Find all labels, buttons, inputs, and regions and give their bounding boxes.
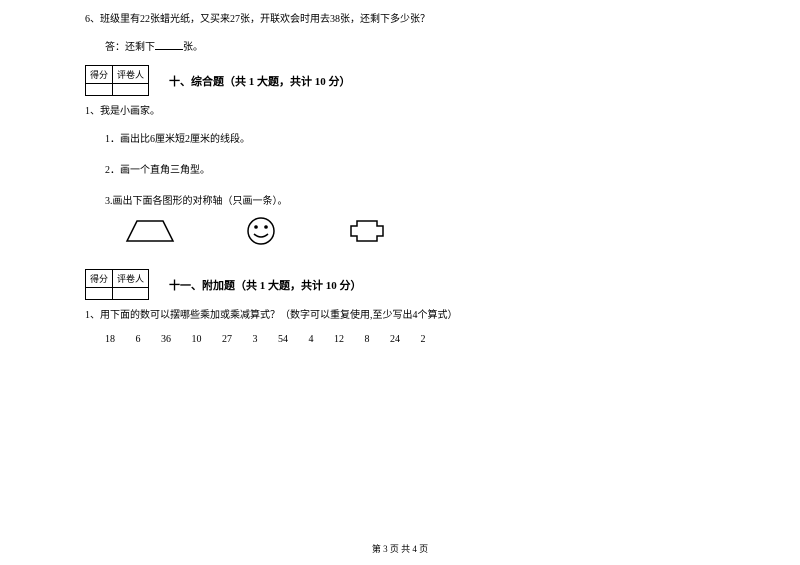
trapezoid-icon	[125, 217, 175, 245]
question-6-text: 6、班级里有22张蜡光纸，又买来27张，开联欢会时用去38张，还剩下多少张？	[85, 14, 430, 25]
score-box-10: 得分 评卷人	[85, 65, 149, 96]
grader-cell	[113, 84, 149, 96]
painter-sub1: 1．画出比6厘米短2厘米的线段。	[105, 130, 715, 145]
answer-suffix: 张。	[183, 42, 203, 53]
numbers-row: 18 6 36 10 27 3 54 4 12 8 24 2	[105, 334, 715, 345]
section-11-header: 得分 评卷人 十一、附加题（共 1 大题，共计 10 分）	[85, 269, 715, 300]
shapes-row	[125, 215, 715, 247]
num: 4	[309, 334, 314, 345]
painter-sub3: 3.画出下面各图形的对称轴（只画一条）。	[105, 192, 715, 207]
num: 12	[334, 334, 344, 345]
grader-cell	[113, 288, 149, 300]
num: 2	[421, 334, 426, 345]
smiley-icon	[245, 215, 277, 247]
grader-label: 评卷人	[113, 270, 149, 288]
score-box-11: 得分 评卷人	[85, 269, 149, 300]
answer-blank	[155, 40, 183, 50]
section-11-title: 十一、附加题（共 1 大题，共计 10 分）	[169, 277, 362, 293]
painter-sub2: 2．画一个直角三角型。	[105, 161, 715, 176]
num: 18	[105, 334, 115, 345]
num: 27	[222, 334, 232, 345]
section-10-title: 十、综合题（共 1 大题，共计 10 分）	[169, 73, 351, 89]
num: 24	[390, 334, 400, 345]
question-6: 6、班级里有22张蜡光纸，又买来27张，开联欢会时用去38张，还剩下多少张？	[85, 12, 715, 28]
score-label: 得分	[86, 270, 113, 288]
num: 8	[365, 334, 370, 345]
num: 10	[192, 334, 202, 345]
section-10-header: 得分 评卷人 十、综合题（共 1 大题，共计 10 分）	[85, 65, 715, 96]
cross-shape-icon	[347, 215, 387, 247]
score-cell	[86, 288, 113, 300]
page-footer: 第 3 页 共 4 页	[0, 542, 800, 555]
num: 3	[253, 334, 258, 345]
num: 36	[161, 334, 171, 345]
score-cell	[86, 84, 113, 96]
num: 54	[278, 334, 288, 345]
num: 6	[136, 334, 141, 345]
answer-prefix: 答：还剩下	[105, 42, 155, 53]
grader-label: 评卷人	[113, 66, 149, 84]
question-6-answer: 答：还剩下 张。	[105, 38, 715, 53]
score-label: 得分	[86, 66, 113, 84]
painter-intro: 1、我是小画家。	[85, 104, 715, 120]
extra-question-text: 1、用下面的数可以摆哪些乘加或乘减算式？（数字可以重复使用,至少写出4个算式）	[85, 308, 715, 324]
